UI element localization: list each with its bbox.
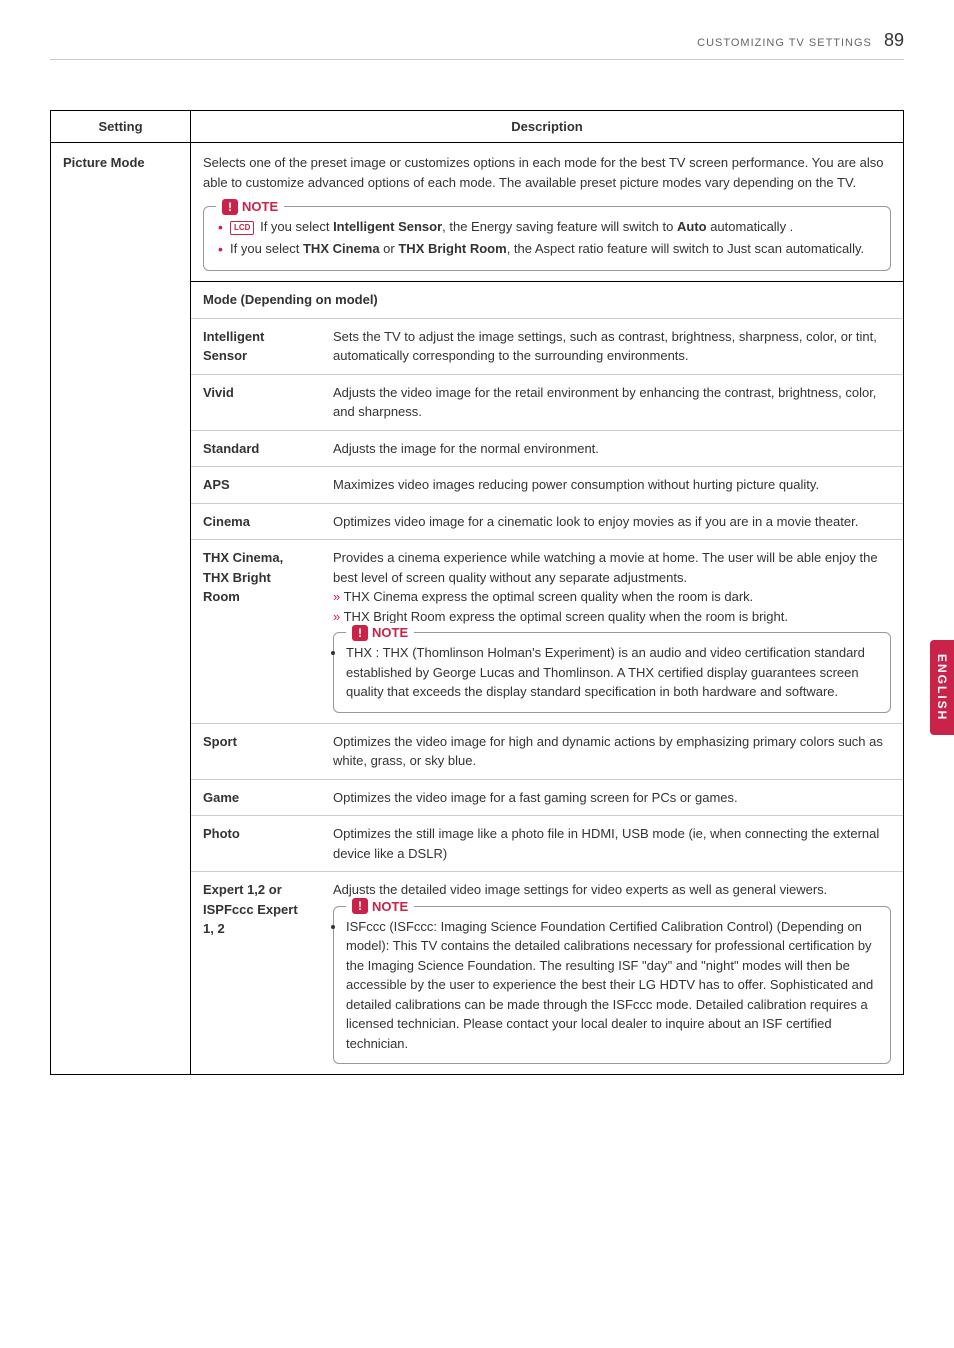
col-setting-header: Setting: [51, 111, 191, 143]
note-icon: !: [352, 625, 368, 641]
settings-table: Setting Description Picture Mode Selects…: [50, 110, 904, 1075]
mode-row: Photo Optimizes the still image like a p…: [191, 816, 903, 872]
mode-label: Standard: [191, 430, 321, 467]
mode-desc: Sets the TV to adjust the image settings…: [321, 318, 903, 374]
table-row: Picture Mode Selects one of the preset i…: [51, 143, 904, 1075]
intro-text: Selects one of the preset image or custo…: [191, 143, 903, 198]
mode-header: Mode (Depending on model): [191, 282, 903, 319]
note-label: ! NOTE: [346, 623, 414, 643]
mode-row: Standard Adjusts the image for the norma…: [191, 430, 903, 467]
mode-row: Intelligent Sensor Sets the TV to adjust…: [191, 318, 903, 374]
mode-label: Cinema: [191, 503, 321, 540]
note-icon: !: [222, 199, 238, 215]
note-label: ! NOTE: [216, 197, 284, 217]
note-item: If you select THX Cinema or THX Bright R…: [216, 239, 878, 259]
header-divider: [50, 59, 904, 60]
language-tab: ENGLISH: [930, 640, 954, 735]
note-box-thx: ! NOTE THX : THX (Thomlinson Holman's Ex…: [333, 632, 891, 713]
mode-desc: Adjusts the image for the normal environ…: [321, 430, 903, 467]
mode-desc: Optimizes video image for a cinematic lo…: [321, 503, 903, 540]
mode-label: Photo: [191, 816, 321, 872]
note-item: ISFccc (ISFccc: Imaging Science Foundati…: [346, 917, 878, 1054]
lcd-badge: LCD: [230, 221, 254, 235]
mode-desc: Provides a cinema experience while watch…: [321, 540, 903, 724]
page-header: CUSTOMIZING TV SETTINGS 89: [50, 30, 904, 51]
mode-table: Mode (Depending on model) Intelligent Se…: [191, 281, 903, 1074]
description-cell: Selects one of the preset image or custo…: [191, 143, 904, 1075]
mode-row: APS Maximizes video images reducing powe…: [191, 467, 903, 504]
table-header-row: Setting Description: [51, 111, 904, 143]
mode-row: Vivid Adjusts the video image for the re…: [191, 374, 903, 430]
note-icon: !: [352, 898, 368, 914]
note-box-1: ! NOTE LCD If you select Intelligent Sen…: [203, 206, 891, 271]
section-title: CUSTOMIZING TV SETTINGS: [697, 37, 872, 49]
mode-label: THX Cinema, THX Bright Room: [191, 540, 321, 724]
mode-label: Expert 1,2 or ISPFccc Expert 1, 2: [191, 872, 321, 1075]
mode-desc: Adjusts the detailed video image setting…: [321, 872, 903, 1075]
mode-desc: Optimizes the still image like a photo f…: [321, 816, 903, 872]
note-item: THX : THX (Thomlinson Holman's Experimen…: [346, 643, 878, 702]
mode-row: Game Optimizes the video image for a fas…: [191, 779, 903, 816]
mode-label: Vivid: [191, 374, 321, 430]
mode-row: THX Cinema, THX Bright Room Provides a c…: [191, 540, 903, 724]
setting-name: Picture Mode: [51, 143, 191, 1075]
mode-label: APS: [191, 467, 321, 504]
mode-row: Cinema Optimizes video image for a cinem…: [191, 503, 903, 540]
col-description-header: Description: [191, 111, 904, 143]
mode-desc: Optimizes the video image for a fast gam…: [321, 779, 903, 816]
mode-row: Sport Optimizes the video image for high…: [191, 723, 903, 779]
page-number: 89: [884, 30, 904, 50]
note-box-expert: ! NOTE ISFccc (ISFccc: Imaging Science F…: [333, 906, 891, 1065]
mode-label: Intelligent Sensor: [191, 318, 321, 374]
mode-desc: Maximizes video images reducing power co…: [321, 467, 903, 504]
mode-label: Game: [191, 779, 321, 816]
note-item: LCD If you select Intelligent Sensor, th…: [216, 217, 878, 237]
mode-row: Expert 1,2 or ISPFccc Expert 1, 2 Adjust…: [191, 872, 903, 1075]
mode-label: Sport: [191, 723, 321, 779]
note-label: ! NOTE: [346, 897, 414, 917]
mode-desc: Optimizes the video image for high and d…: [321, 723, 903, 779]
mode-desc: Adjusts the video image for the retail e…: [321, 374, 903, 430]
